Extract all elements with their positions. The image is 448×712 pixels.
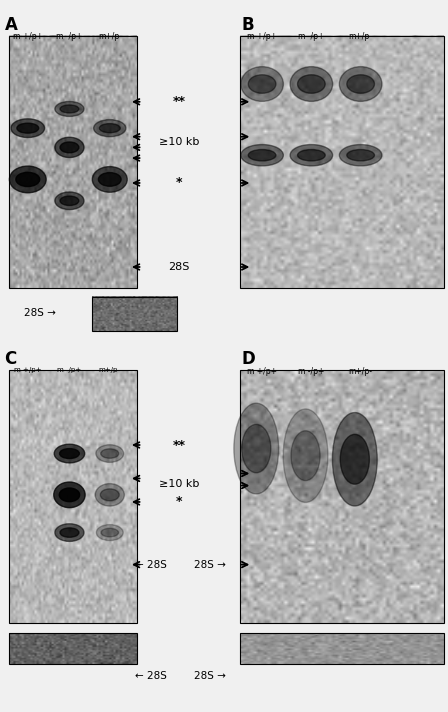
Text: *: * [176, 496, 182, 508]
Ellipse shape [340, 145, 382, 166]
Text: m -/p+: m -/p+ [57, 367, 82, 372]
Text: m+/p-: m+/p- [349, 32, 373, 41]
Ellipse shape [347, 150, 375, 161]
Text: 28S →: 28S → [194, 560, 226, 570]
Ellipse shape [55, 524, 84, 541]
Bar [240, 370, 444, 623]
Ellipse shape [55, 192, 84, 209]
Bar [9, 370, 137, 623]
Text: A: A [4, 16, 17, 33]
Ellipse shape [248, 150, 276, 161]
Ellipse shape [94, 120, 126, 137]
Ellipse shape [283, 409, 328, 503]
Ellipse shape [11, 119, 45, 137]
Bar [240, 36, 444, 288]
Text: C: C [4, 350, 17, 368]
Ellipse shape [347, 75, 375, 93]
Text: 28S →: 28S → [194, 671, 226, 681]
Ellipse shape [96, 525, 123, 540]
Ellipse shape [92, 167, 127, 192]
Ellipse shape [60, 105, 79, 113]
Ellipse shape [16, 172, 40, 187]
Ellipse shape [60, 449, 79, 459]
Text: m+/p-: m+/p- [349, 367, 373, 376]
Ellipse shape [17, 123, 39, 133]
Bar [9, 633, 137, 664]
Ellipse shape [60, 528, 79, 538]
Text: ≥10 kb: ≥10 kb [159, 137, 199, 147]
Text: m -/p+: m -/p+ [298, 32, 324, 41]
Text: ← 28S: ← 28S [135, 560, 168, 570]
Ellipse shape [55, 137, 84, 157]
Ellipse shape [54, 482, 85, 508]
Ellipse shape [96, 445, 124, 462]
Ellipse shape [241, 145, 284, 166]
Ellipse shape [340, 67, 382, 101]
Ellipse shape [101, 528, 118, 537]
Ellipse shape [234, 403, 279, 494]
Ellipse shape [291, 431, 320, 481]
Ellipse shape [55, 102, 84, 117]
Ellipse shape [101, 449, 119, 459]
Bar [9, 36, 137, 288]
Ellipse shape [242, 424, 271, 473]
Ellipse shape [60, 142, 79, 153]
Ellipse shape [54, 444, 85, 463]
Text: m -/p+: m -/p+ [56, 32, 82, 41]
Ellipse shape [100, 489, 119, 501]
Ellipse shape [99, 172, 121, 187]
Bar [240, 633, 444, 664]
Text: 28S →: 28S → [24, 308, 56, 318]
Text: 28S: 28S [168, 262, 190, 272]
Text: *: * [176, 177, 182, 189]
Bar [92, 297, 177, 331]
Ellipse shape [248, 75, 276, 93]
Text: m +/p+: m +/p+ [247, 32, 277, 41]
Text: m +/p+: m +/p+ [13, 32, 43, 41]
Ellipse shape [95, 483, 125, 506]
Text: B: B [242, 16, 254, 33]
Text: m +/p+: m +/p+ [247, 367, 277, 376]
Ellipse shape [290, 145, 332, 166]
Ellipse shape [340, 434, 370, 484]
Text: D: D [242, 350, 256, 368]
Text: ≥10 kb: ≥10 kb [159, 479, 199, 489]
Ellipse shape [241, 67, 284, 101]
Ellipse shape [297, 150, 325, 161]
Text: ← 28S: ← 28S [135, 671, 168, 681]
Ellipse shape [297, 75, 325, 93]
Text: **: ** [172, 439, 186, 451]
Ellipse shape [332, 412, 377, 506]
Ellipse shape [99, 124, 120, 132]
Text: m +/p+: m +/p+ [14, 367, 42, 372]
Ellipse shape [9, 166, 46, 193]
Text: m+/p-: m+/p- [98, 32, 122, 41]
Text: **: ** [172, 95, 186, 108]
Ellipse shape [59, 488, 80, 502]
Ellipse shape [290, 67, 332, 101]
Ellipse shape [60, 196, 79, 206]
Text: m+/p-: m+/p- [99, 367, 121, 372]
Text: m -/p+: m -/p+ [298, 367, 324, 376]
